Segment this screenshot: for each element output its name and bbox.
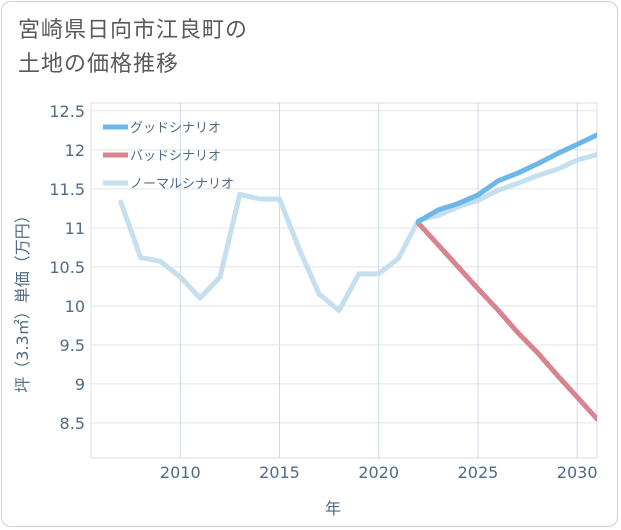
legend-label[interactable]: グッドシナリオ (130, 121, 221, 136)
plot-frame (90, 102, 598, 459)
y-tick-label: 9 (75, 375, 85, 394)
legend-label[interactable]: バッドシナリオ (130, 149, 221, 164)
series-lines (118, 132, 597, 422)
axes: 8.5 9 9.5 10 10.5 11 11.5 12 12.5 2010 2015 2020 202… (49, 102, 597, 482)
series-line-bad (415, 220, 597, 422)
x-tick-label: 2020 (358, 463, 399, 482)
page-title: 宮崎県日向市江良町の 土地の価格推移 (18, 14, 338, 82)
series-line-good (415, 132, 597, 225)
y-tick-label: 11 (65, 219, 85, 238)
y-tick-label: 12 (65, 141, 85, 160)
x-tick-label: 2015 (259, 463, 300, 482)
y-tick-label: 12.5 (49, 102, 85, 121)
y-tick-label: 10.5 (49, 258, 85, 277)
series-line-normal (118, 152, 597, 313)
title-line-2: 土地の価格推移 (18, 52, 180, 77)
y-tick-label: 8.5 (60, 414, 85, 433)
y-tick-label: 10 (65, 297, 85, 316)
x-tick-label: 2010 (160, 463, 201, 482)
x-axis-title: 年 (325, 499, 341, 518)
y-tick-label: 11.5 (49, 180, 85, 199)
legend-label[interactable]: ノーマルシナリオ (130, 177, 234, 192)
grid (90, 102, 598, 459)
x-tick-label: 2025 (458, 463, 499, 482)
title-line-1: 宮崎県日向市江良町の (18, 18, 249, 43)
y-axis-title: 坪（3.3㎡）単価（万円） (13, 207, 32, 392)
x-tick-label: 2030 (557, 463, 598, 482)
y-tick-label: 9.5 (60, 336, 85, 355)
